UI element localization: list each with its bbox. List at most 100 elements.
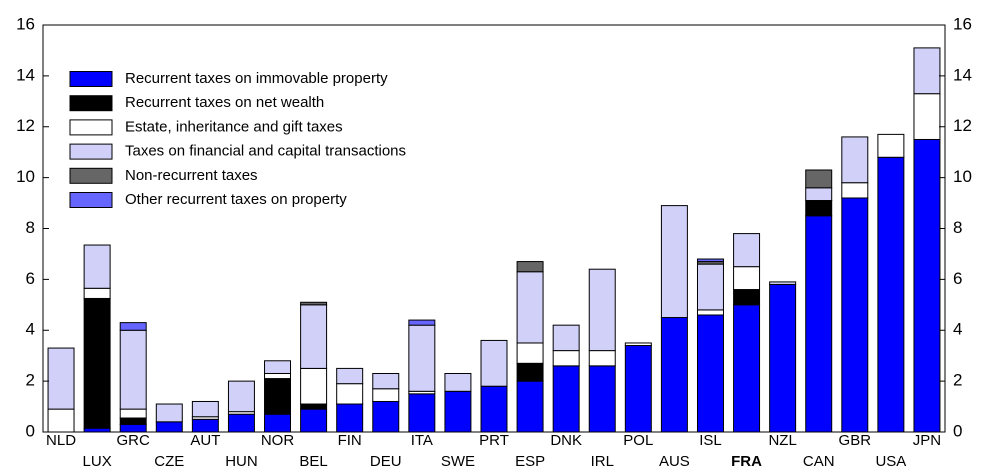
bar-segment [83,244,111,289]
bar-segment [480,385,508,433]
bar-segment [624,342,652,347]
bar-segment [913,93,941,140]
bar-segment [841,182,869,199]
bar-segment [300,403,328,410]
x-tick-label: IRL [591,453,614,470]
y-tick-label: 4 [26,320,35,339]
bar-segment [227,380,255,413]
bar-segment [264,378,292,415]
x-tick-label: NOR [261,432,295,449]
y2-tick-label: 0 [953,421,962,440]
y-tick-label: 0 [26,421,35,440]
y-tick-label: 14 [16,65,35,84]
x-tick-label: GBR [839,432,872,449]
x-tick-label: ISL [699,432,722,449]
bar-segment [408,319,436,326]
bar-segment [300,367,328,405]
bar-segment [805,200,833,217]
legend-label: Recurrent taxes on net wealth [125,94,324,111]
bar-segment [696,309,724,316]
y-tick-label: 12 [16,116,35,135]
x-tick-label: ITA [411,432,433,449]
bar-segment [480,339,508,387]
x-tick-label: PRT [479,432,509,449]
legend-label: Other recurrent taxes on property [125,191,347,208]
bar-segment [696,258,724,263]
bar-segment [83,287,111,299]
bar-segment [119,329,147,410]
y2-tick-label: 8 [953,218,962,237]
legend-label: Recurrent taxes on immovable property [125,70,388,87]
legend-label: Estate, inheritance and gift taxes [125,118,343,135]
bar-segment [372,372,400,390]
bar-segment [119,322,147,331]
x-tick-label: JPN [913,432,941,449]
x-tick-label: SWE [441,453,475,470]
bar-segment [408,393,436,433]
bar-segment [264,413,292,433]
y2-tick-label: 10 [953,167,972,186]
x-tick-label: USA [875,453,906,470]
x-tick-label: POL [623,432,653,449]
legend-swatch [69,192,113,208]
y2-tick-label: 6 [953,269,962,288]
bar-segment [516,380,544,433]
bar-segment [805,215,833,433]
bar-segment [336,367,364,385]
bar-segment [264,372,292,380]
bar-segment [841,136,869,184]
x-tick-label: CAN [803,453,835,470]
x-tick-label: CZE [154,453,184,470]
bar-segment [444,390,472,433]
bar-segment [660,205,688,319]
legend-background [62,66,472,212]
bar-segment [769,281,797,285]
x-tick-label: FIN [338,432,362,449]
bar-segment [877,133,905,158]
y-tick-label: 10 [16,167,35,186]
bar-segment [516,362,544,382]
bar-segment [119,417,147,425]
x-tick-label: AUT [190,432,220,449]
x-tick-label: ESP [515,453,545,470]
x-tick-label: AUS [659,453,690,470]
bar-segment [155,421,183,433]
bar-segment [264,360,292,374]
bar-segment [733,304,761,433]
y-tick-label: 16 [16,14,35,33]
bar-segment [336,403,364,433]
x-tick-label: LUX [83,453,112,470]
bar-segment [696,263,724,311]
legend-swatch [69,71,113,87]
bar-segment [913,47,941,95]
legend-swatch [69,95,113,112]
y-tick-label: 8 [26,218,35,237]
bar-segment [119,408,147,419]
bar-segment [372,400,400,433]
bar-segment [516,342,544,364]
x-tick-label: FRA [731,453,762,470]
bar-segment [83,297,111,429]
bar-segment [660,317,688,433]
bar-segment [841,197,869,433]
bar-segment [516,271,544,344]
bar-segment [696,314,724,433]
legend-swatch [69,119,113,136]
bar-segment [444,372,472,392]
bar-segment [877,156,905,433]
x-tick-label: BEL [299,453,327,470]
bar-segment [227,413,255,433]
y-tick-label: 6 [26,269,35,288]
bar-segment [769,283,797,433]
bar-segment [552,324,580,352]
bar-segment [805,169,833,189]
bar-segment [588,350,616,367]
legend-swatch [69,143,113,160]
bar-segment [300,304,328,369]
bar-segment [300,408,328,433]
bar-segment [733,266,761,291]
x-tick-label: GRC [117,432,151,449]
bar-segment [47,408,75,433]
bar-segment [83,427,111,433]
x-tick-label: DEU [370,453,402,470]
